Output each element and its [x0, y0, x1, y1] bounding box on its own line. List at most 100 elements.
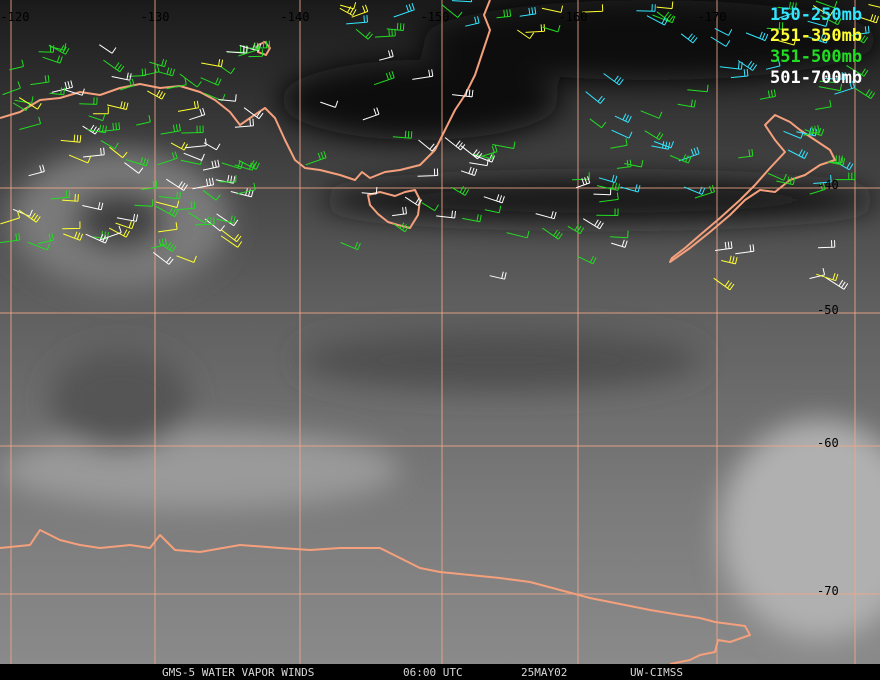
wind-barb [248, 49, 263, 58]
wind-barb [787, 149, 809, 159]
wind-barb [766, 22, 784, 30]
wind-barb [19, 116, 42, 130]
wind-barb [714, 27, 733, 36]
wind-barb [737, 60, 758, 71]
wind-barb [226, 45, 248, 54]
footer-bar [0, 664, 880, 680]
wind-barb [713, 277, 735, 291]
wind-barb [189, 107, 206, 121]
wind-barb [646, 15, 669, 26]
wind-barb [640, 110, 663, 119]
wind-barb [83, 147, 105, 158]
wind-barb [142, 64, 160, 76]
footer-text: 25MAY02 [521, 666, 567, 679]
wind-barb [149, 58, 167, 68]
wind-barb [221, 161, 244, 170]
wind-barb [452, 89, 474, 98]
wind-barb [816, 273, 839, 282]
antarctica-coast [0, 529, 751, 665]
longitude-label: -130 [141, 10, 170, 24]
latitude-label: -40 [817, 178, 839, 192]
wind-barb [99, 44, 117, 54]
wind-barb [9, 59, 24, 71]
wind-barb [472, 151, 495, 160]
wind-barb [27, 241, 51, 251]
wind-barb [155, 205, 179, 218]
wind-barb [379, 49, 394, 61]
wind-barb [541, 5, 564, 13]
wind-barb [93, 106, 109, 115]
wind-barb [195, 217, 215, 226]
wind-barb [812, 5, 835, 17]
wind-barb [577, 255, 597, 265]
wind-barb [680, 33, 698, 44]
wind-barb [82, 202, 104, 211]
wind-barb [88, 113, 106, 122]
wind-barb [166, 77, 187, 90]
latitude-label: -70 [817, 584, 839, 598]
wind-barb [141, 180, 158, 190]
wind-barb [483, 194, 505, 204]
wind-barb [656, 11, 674, 22]
wind-barb [854, 25, 870, 36]
wind-barb [868, 4, 880, 8]
latitude-label: -60 [817, 436, 839, 450]
wind-barb [128, 68, 147, 77]
wind-barb [100, 225, 122, 241]
wind-barb [200, 77, 222, 86]
wind-barb [202, 159, 220, 171]
wind-barb [111, 72, 132, 81]
wind-barb [60, 134, 82, 143]
wind-barb [651, 141, 671, 150]
wind-barb [180, 157, 203, 165]
wind-barb [815, 0, 838, 9]
wind-barb [715, 241, 733, 251]
wind-barb [340, 241, 361, 251]
wind-barb [611, 129, 633, 139]
wind-barb [412, 69, 434, 80]
wind-barb [818, 83, 843, 92]
wind-barb [517, 29, 535, 40]
wind-barb [774, 38, 797, 46]
wind-barb [204, 218, 225, 232]
wind-barb [14, 96, 34, 104]
wind-barb [694, 184, 715, 199]
wind-barb [202, 189, 221, 201]
wind-barb [620, 184, 641, 193]
legend-entry: 150-250mb [770, 5, 862, 25]
wind-barb [50, 190, 71, 200]
wind-barb [243, 107, 264, 120]
wind-barb [355, 28, 373, 40]
longitude-label: -140 [281, 10, 310, 24]
wind-barb [183, 152, 205, 161]
wind-barb [451, 186, 470, 196]
wind-barb [28, 164, 45, 177]
wind-barb [854, 87, 876, 100]
wind-barb [218, 174, 237, 183]
wind-barb [160, 123, 181, 135]
wind-barb [610, 230, 629, 239]
wind-barb [585, 91, 606, 104]
wind-barb [735, 244, 755, 255]
wind-barb [572, 172, 590, 181]
wind-barb [103, 59, 125, 73]
wind-barb [216, 213, 239, 227]
new-zealand-coast [669, 114, 836, 263]
wind-barb [678, 146, 700, 162]
grid-labels: -120 -130 -140 -150 -160 -170 -40 -50 -60 -70 [1, 10, 839, 598]
tasmania-coast [367, 189, 421, 229]
wind-barb [158, 191, 181, 200]
footer-text: 06:00 UTC [403, 666, 463, 679]
wind-barb [669, 154, 692, 164]
footer-text: UW-CIMSS [630, 666, 683, 679]
wind-barb [778, 6, 795, 19]
wind-barb [188, 212, 210, 224]
footer: GMS-5 WATER VAPOR WINDS 06:00 UTC 25MAY02 U… [162, 666, 683, 679]
wind-barb [18, 97, 42, 110]
wind-barb [465, 16, 480, 27]
wind-barb [179, 73, 202, 88]
wind-barb [68, 154, 92, 164]
legend-entry: 251-350mb [770, 26, 862, 46]
wind-barb [421, 202, 439, 212]
wind-barb [489, 271, 507, 280]
